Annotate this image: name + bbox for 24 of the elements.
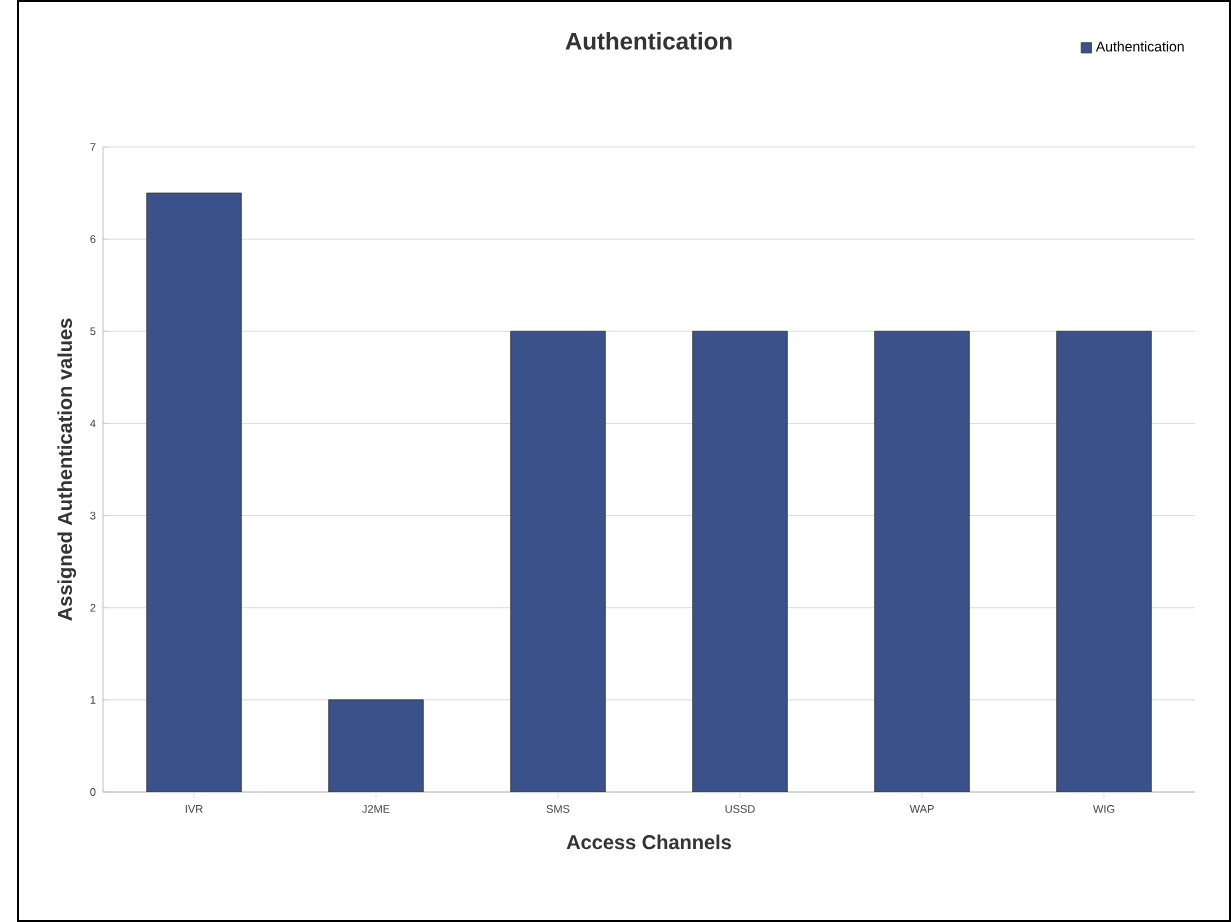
legend-label: Authentication xyxy=(1095,41,1184,52)
y-tick-label: 1 xyxy=(90,696,96,704)
x-axis-title: Access Channels xyxy=(566,834,731,850)
y-tick-label: 6 xyxy=(90,235,96,244)
bar xyxy=(874,330,970,792)
y-tick-label: 7 xyxy=(90,143,96,151)
y-tick-label: 0 xyxy=(90,788,96,796)
x-tick-label: SMS xyxy=(546,805,570,813)
bar xyxy=(510,330,606,792)
y-tick-label: 4 xyxy=(90,419,96,428)
y-tick-label: 2 xyxy=(90,603,96,612)
bar xyxy=(692,330,788,792)
x-tick-label: WAP xyxy=(909,805,934,813)
bar xyxy=(1056,330,1152,792)
y-tick-label: 3 xyxy=(90,511,96,520)
chart-title: Authentication xyxy=(565,32,732,50)
y-axis-title: Assigned Authentication values xyxy=(57,318,77,621)
x-tick-label: J2ME xyxy=(362,805,390,813)
x-tick-label: USSD xyxy=(725,805,755,813)
y-tick-label: 5 xyxy=(90,327,96,336)
x-tick-label: IVR xyxy=(185,805,203,813)
bar xyxy=(146,192,242,792)
x-tick-label: WIG xyxy=(1093,805,1115,813)
bar xyxy=(328,699,424,792)
